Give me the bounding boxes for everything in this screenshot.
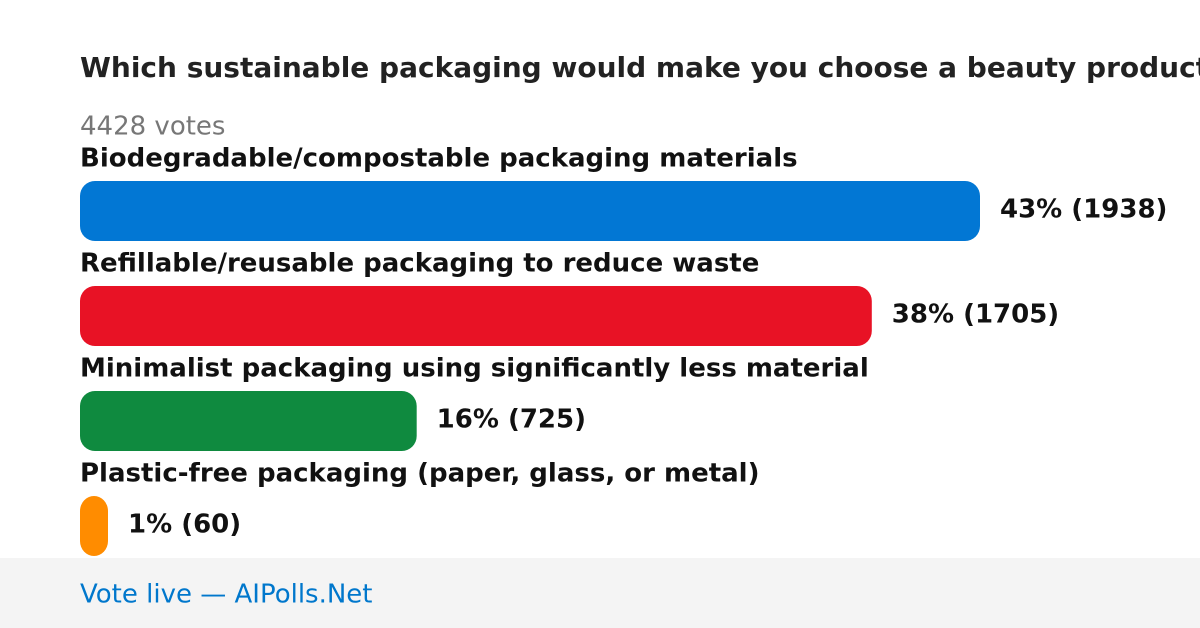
footer-link[interactable]: Vote live — AIPolls.Net <box>80 580 373 610</box>
option-label: Plastic-free packaging (paper, glass, or… <box>80 459 759 489</box>
value-label: 16% (725) <box>437 405 586 435</box>
vote-count: 4428 votes <box>80 112 225 142</box>
option-label: Minimalist packaging using significantly… <box>80 354 869 384</box>
value-label: 38% (1705) <box>892 300 1059 330</box>
bar <box>80 286 872 346</box>
bar <box>80 496 108 556</box>
bar <box>80 391 417 451</box>
bar <box>80 181 980 241</box>
value-label: 43% (1938) <box>1000 195 1167 225</box>
option-label: Biodegradable/compostable packaging mate… <box>80 144 798 174</box>
option-label: Refillable/reusable packaging to reduce … <box>80 249 759 279</box>
value-label: 1% (60) <box>128 510 241 540</box>
chart-title: Which sustainable packaging would make y… <box>80 51 1200 84</box>
footer-band <box>0 558 1200 628</box>
